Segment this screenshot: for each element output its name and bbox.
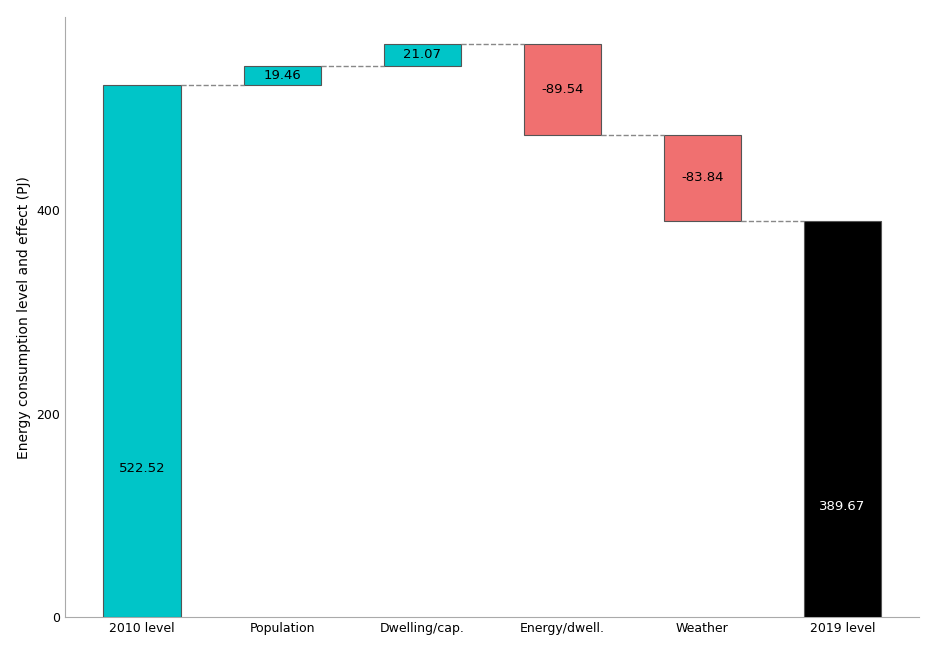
Text: 19.46: 19.46 [263,69,301,82]
Text: 522.52: 522.52 [119,462,166,475]
Bar [384,44,461,66]
Bar [104,85,181,617]
Bar [804,220,881,617]
Text: 389.67: 389.67 [819,500,866,513]
Bar [243,66,320,85]
Bar [664,136,740,220]
Text: -83.84: -83.84 [681,171,724,185]
Text: 21.07: 21.07 [403,48,441,61]
Y-axis label: Energy consumption level and effect (PJ): Energy consumption level and effect (PJ) [17,175,31,458]
Text: -89.54: -89.54 [541,83,583,96]
Bar [523,44,601,136]
